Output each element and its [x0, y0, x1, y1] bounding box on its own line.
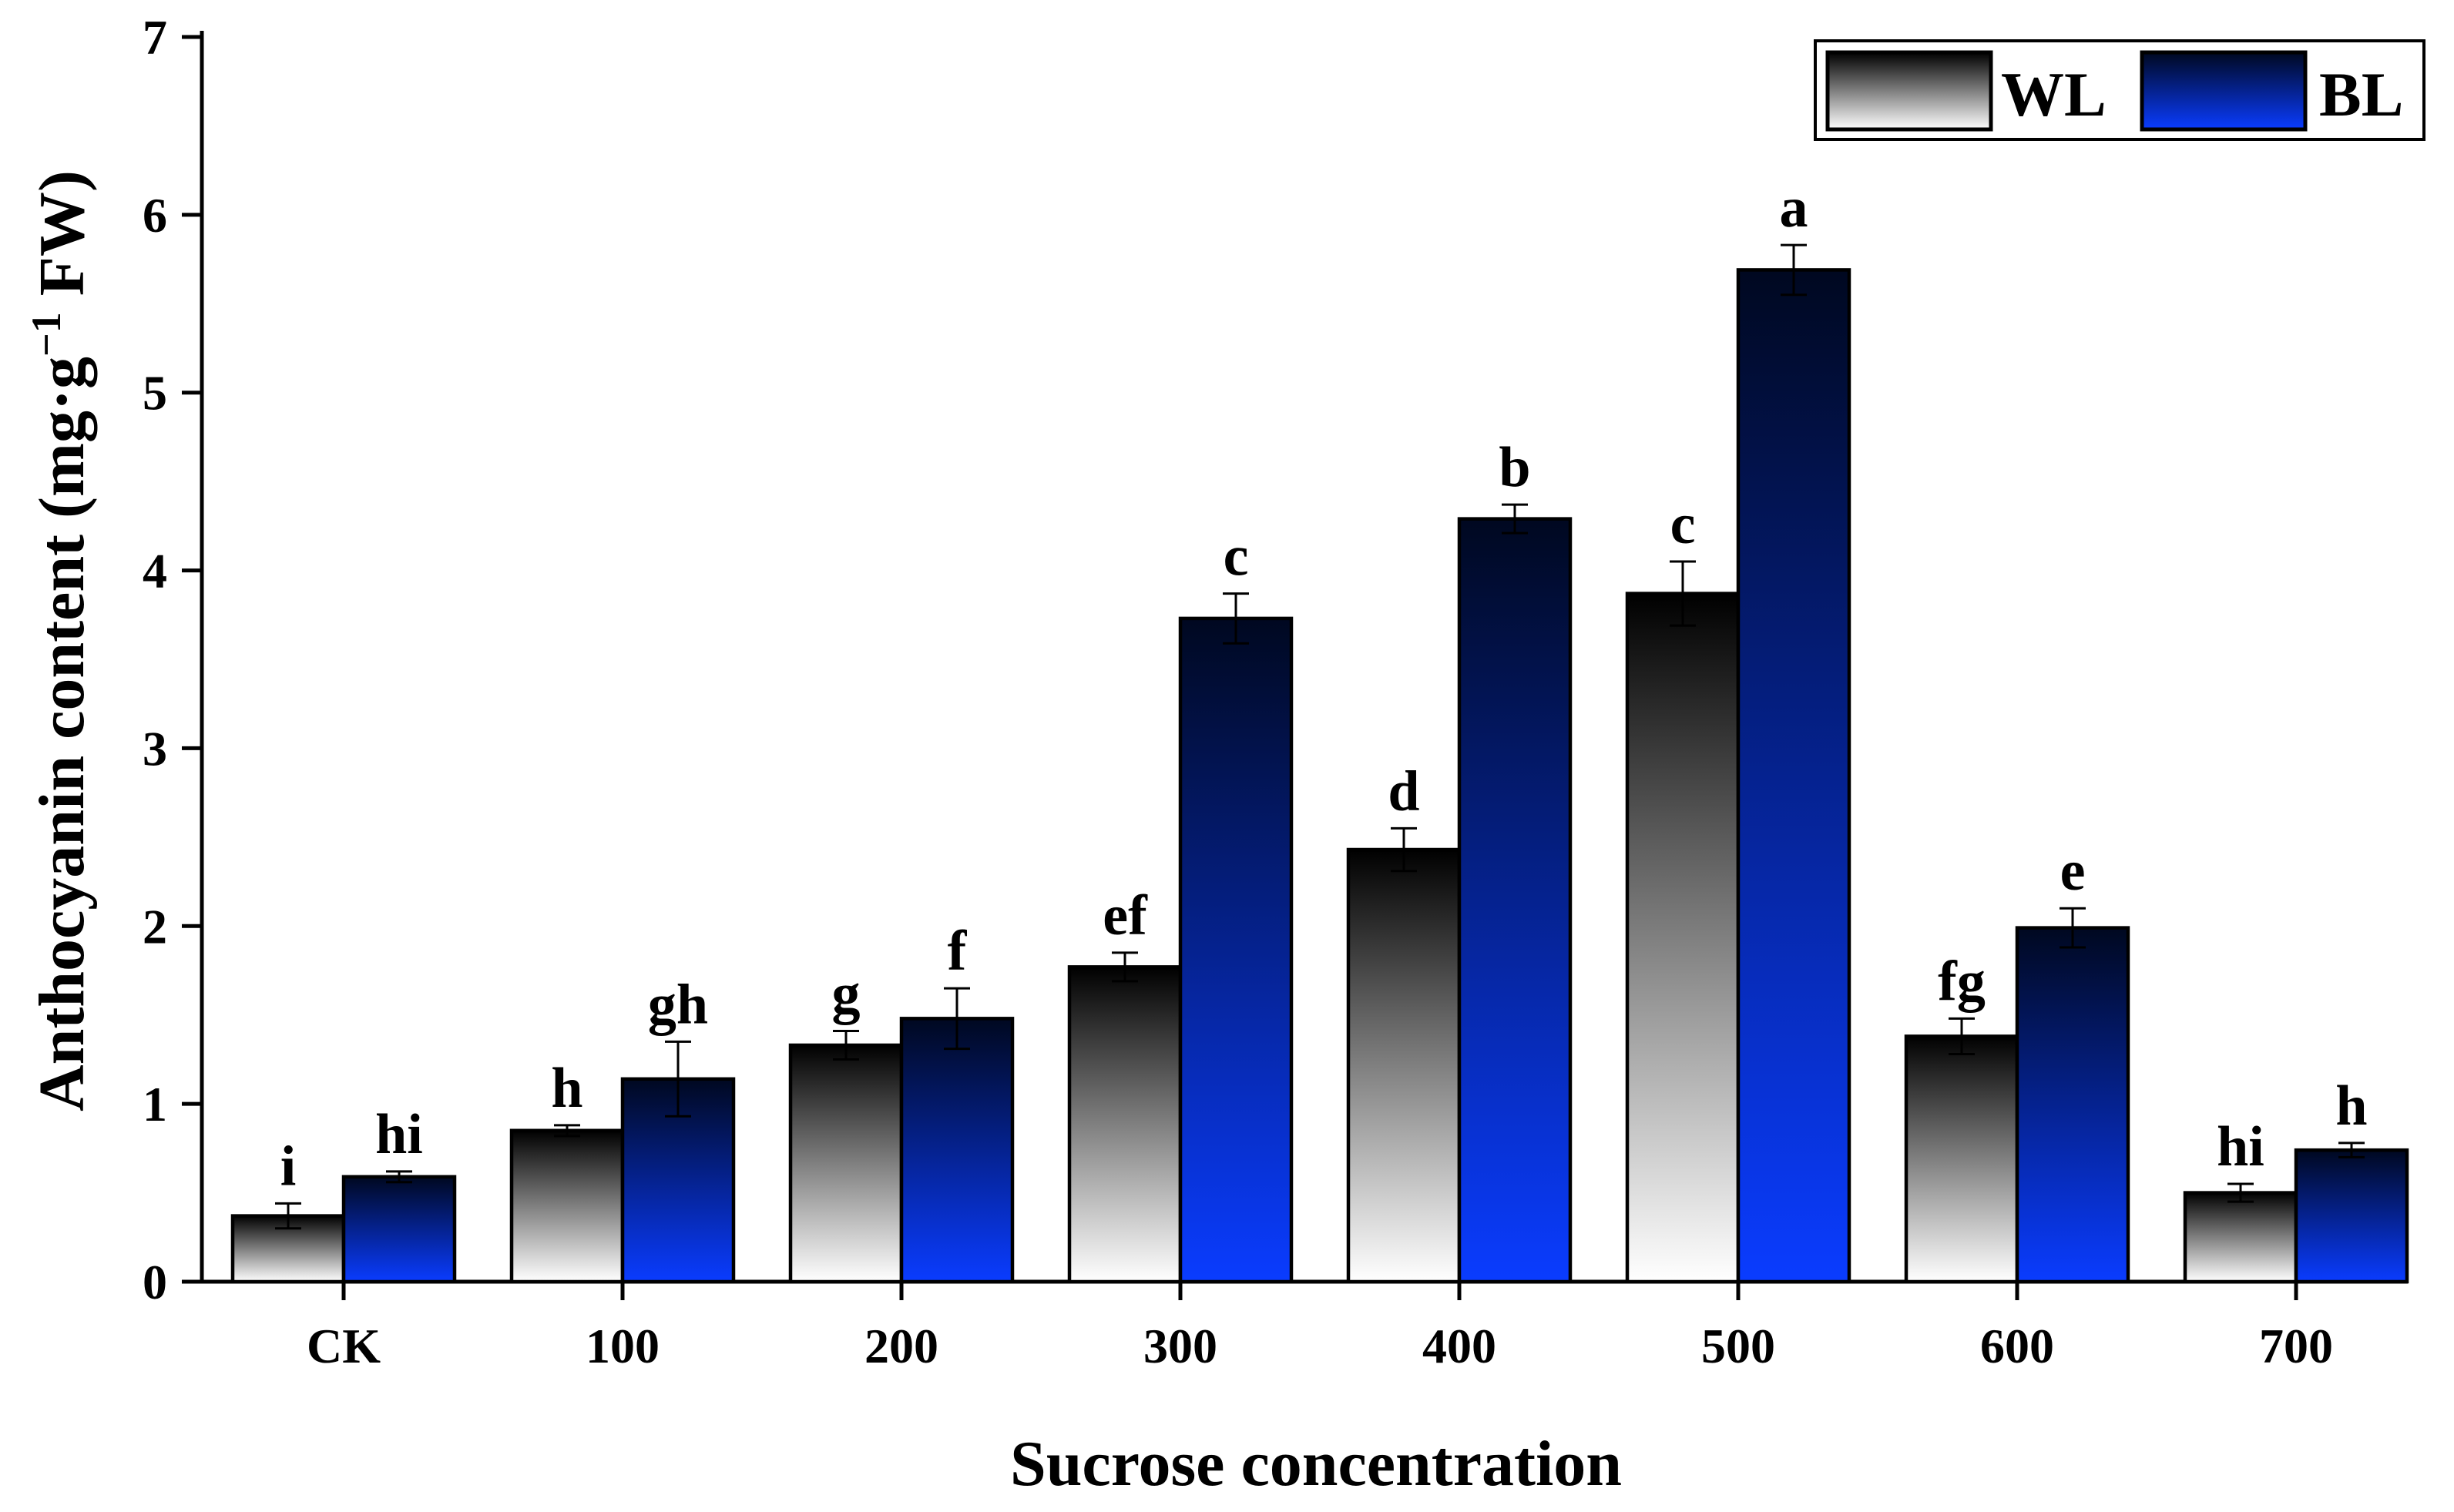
legend: WL BL: [1814, 39, 2425, 141]
significance-label: b: [1499, 436, 1530, 499]
y-tick-label: 1: [143, 1077, 167, 1131]
bar-bl-200: [899, 1017, 1015, 1284]
significance-label: e: [2060, 840, 2086, 903]
significance-label: c: [1670, 493, 1696, 556]
y-axis-title: Anthocyanin content (mg·g−1 FW): [23, 170, 98, 1111]
bar-wl-300: [1067, 965, 1183, 1284]
significance-label: h: [551, 1057, 582, 1120]
y-tick-label: 5: [143, 366, 167, 421]
x-tick-label: 700: [2259, 1319, 2333, 1373]
bar-bl-700: [2294, 1148, 2409, 1284]
y-axis-title-tail: FW): [26, 170, 98, 312]
legend-swatch-wl: [1825, 50, 1993, 132]
significance-label: c: [1224, 525, 1249, 588]
significance-label: g: [832, 962, 861, 1025]
x-tick-label: 300: [1143, 1319, 1217, 1373]
bar-wl-700: [2183, 1191, 2298, 1284]
bar-wl-600: [1904, 1034, 2019, 1284]
y-tick-label: 6: [143, 188, 167, 243]
x-tick-label: 400: [1422, 1319, 1496, 1373]
bar-wl-400: [1346, 847, 1462, 1284]
significance-label: hi: [375, 1103, 423, 1166]
significance-label: a: [1780, 176, 1808, 240]
bar-bl-ck: [341, 1175, 457, 1284]
legend-swatch-bl: [2140, 50, 2308, 132]
x-tick-label: 500: [1701, 1319, 1775, 1373]
bar-wl-100: [509, 1128, 625, 1284]
significance-label: ef: [1103, 884, 1148, 947]
bar-bl-500: [1736, 268, 1851, 1284]
y-tick-label: 7: [143, 10, 167, 65]
significance-label: i: [280, 1135, 297, 1198]
y-axis-title-sup: −1: [23, 312, 69, 357]
significance-label: d: [1388, 759, 1419, 823]
y-tick-label: 0: [143, 1255, 167, 1309]
y-tick-label: 4: [143, 544, 167, 598]
bar-bl-400: [1457, 517, 1573, 1284]
x-axis-title: Sucrose concentration: [1010, 1428, 1622, 1500]
significance-label: f: [948, 920, 968, 983]
x-tick-label: 600: [1980, 1319, 2054, 1373]
significance-label: h: [2335, 1074, 2367, 1138]
y-tick-label: 3: [143, 721, 167, 776]
legend-label-wl: WL: [2001, 59, 2107, 129]
y-tick-label: 2: [143, 899, 167, 954]
x-tick-label: 200: [864, 1319, 938, 1373]
significance-label: gh: [648, 973, 708, 1036]
bar-bl-300: [1178, 616, 1294, 1284]
significance-label: fg: [1938, 950, 1986, 1013]
x-tick-label: 100: [586, 1319, 660, 1373]
y-axis-title-main: Anthocyanin content (mg·g: [26, 357, 98, 1111]
significance-label: hi: [2217, 1115, 2264, 1178]
x-tick-label: CK: [307, 1319, 381, 1373]
legend-label-bl: BL: [2319, 59, 2403, 129]
bar-bl-600: [2015, 926, 2130, 1284]
bar-wl-500: [1625, 592, 1741, 1284]
bar-wl-200: [788, 1043, 904, 1284]
